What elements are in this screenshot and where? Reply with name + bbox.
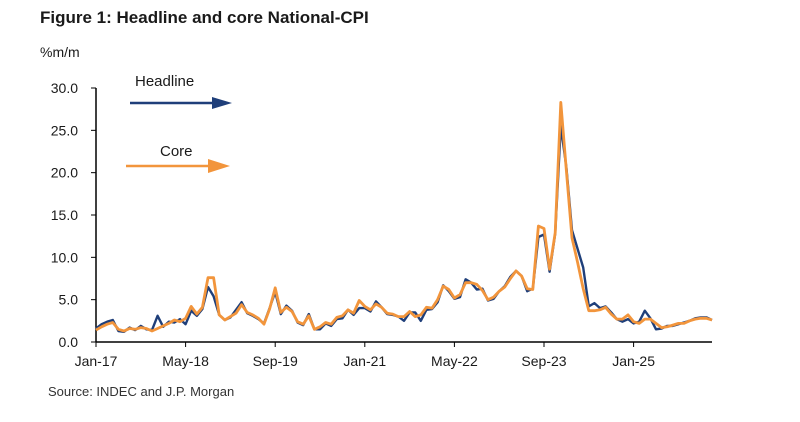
y-tick-label: 20.0 bbox=[51, 165, 78, 181]
series-line-core bbox=[95, 101, 713, 333]
y-axis-label: %m/m bbox=[40, 44, 80, 60]
y-tick-label: 10.0 bbox=[51, 249, 78, 265]
y-tick-label: 5.0 bbox=[59, 292, 79, 308]
x-tick-label: May-18 bbox=[162, 353, 209, 369]
chart-title: Figure 1: Headline and core National-CPI bbox=[40, 8, 369, 27]
x-tick-label: Jan-25 bbox=[612, 353, 655, 369]
y-tick-label: 25.0 bbox=[51, 122, 78, 138]
y-tick-label: 15.0 bbox=[51, 207, 78, 223]
source-note: Source: INDEC and J.P. Morgan bbox=[48, 384, 235, 399]
legend-arrowhead-headline bbox=[212, 97, 232, 109]
legend-arrowhead-core bbox=[208, 159, 230, 173]
x-tick-label: Jan-21 bbox=[343, 353, 386, 369]
y-tick-label: 30.0 bbox=[51, 80, 78, 96]
x-tick-label: Sep-23 bbox=[521, 353, 566, 369]
x-tick-label: May-22 bbox=[431, 353, 478, 369]
legend-label-core: Core bbox=[160, 143, 193, 160]
legend-label-headline: Headline bbox=[135, 73, 194, 90]
y-tick-label: 0.0 bbox=[59, 334, 79, 350]
legend: Headline Core bbox=[126, 73, 232, 173]
x-tick-label: Sep-19 bbox=[253, 353, 298, 369]
x-tick-label: Jan-17 bbox=[75, 353, 118, 369]
